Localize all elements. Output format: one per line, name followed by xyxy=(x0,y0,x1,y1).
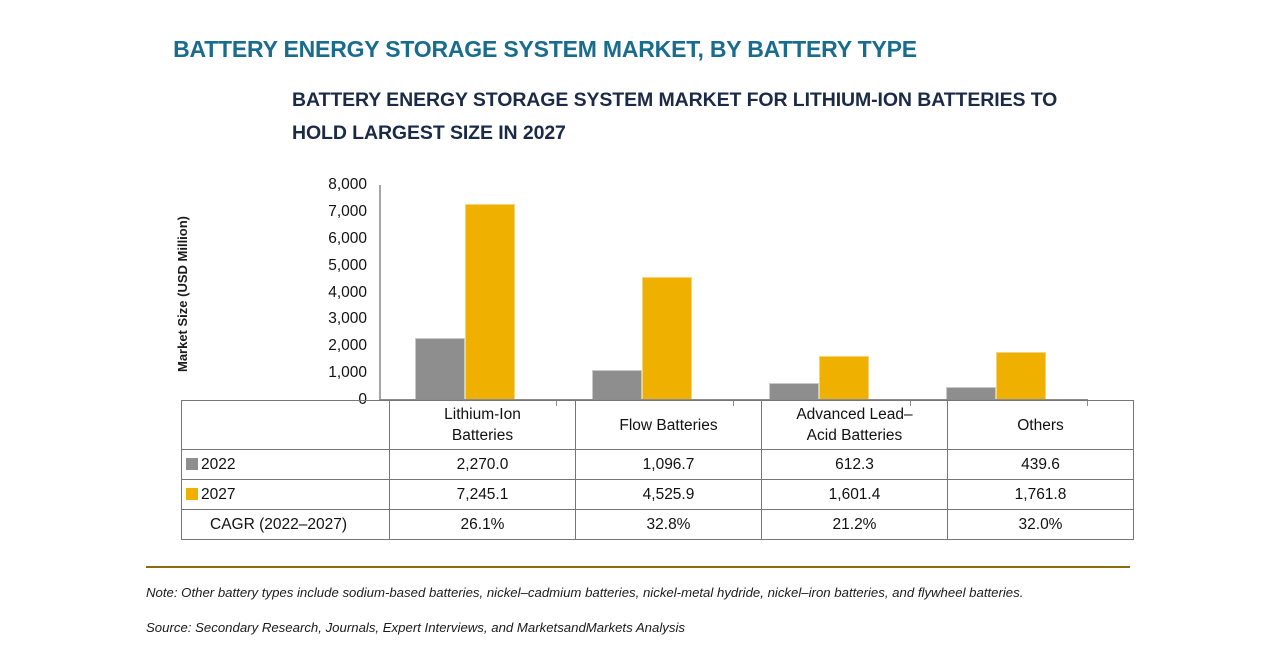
y-axis-tick-5000: 5,000 xyxy=(328,256,367,274)
footer-notes: Note: Other battery types include sodium… xyxy=(146,582,1116,638)
table-cell-r2-c3: 1,601.4 xyxy=(761,479,948,510)
page-title: BATTERY ENERGY STORAGE SYSTEM MARKET, BY… xyxy=(173,36,917,62)
table-column-header-3: Advanced Lead– Acid Batteries xyxy=(761,400,948,450)
table-row: 2027 7,245.1 4,525.9 1,601.4 1,761.8 xyxy=(181,479,1134,510)
table-column-header-4: Others xyxy=(947,400,1134,450)
bar-2022-2 xyxy=(592,369,642,399)
table-header-row: Lithium-Ion Batteries Flow Batteries Advanc… xyxy=(181,400,1134,450)
y-axis-tick-3000: 3,000 xyxy=(328,310,367,328)
table-row-label-2: 2027 xyxy=(181,479,390,510)
table-cell-r2-c2: 4,525.9 xyxy=(575,479,762,510)
y-axis-tick-0: 0 xyxy=(358,391,367,408)
table-cell-r3-c2: 32.8% xyxy=(575,509,762,540)
table-row-label-3: CAGR (2022–2027) xyxy=(181,509,390,540)
table-row: 2022 2,270.0 1,096.7 612.3 439.6 xyxy=(181,449,1134,480)
source-text: Source: Secondary Research, Journals, Ex… xyxy=(146,620,685,635)
table-corner-cell xyxy=(181,400,390,450)
table-cell-r3-c1: 26.1% xyxy=(389,509,576,540)
bar-group-3 xyxy=(733,176,909,399)
bars-layer xyxy=(379,176,1087,400)
table-column-header-1: Lithium-Ion Batteries xyxy=(389,400,576,450)
y-axis-title: Market Size (USD Million) xyxy=(175,215,190,373)
table-cell-r1-c4: 439.6 xyxy=(947,449,1134,480)
table-cell-r3-c3: 21.2% xyxy=(761,509,948,540)
y-axis-tick-8000: 8,000 xyxy=(328,176,367,193)
y-axis-tick-labels: 8,000 7,000 6,000 5,000 4,000 3,000 2,000 1,000… xyxy=(293,176,373,407)
bar-group-1 xyxy=(379,176,555,399)
bar-chart-plot: Market Size (USD Million) 8,000 7,000 6,00… xyxy=(175,176,1089,407)
bar-2022-4 xyxy=(946,387,996,399)
y-axis-line xyxy=(379,185,381,400)
table-cell-r2-c1: 7,245.1 xyxy=(389,479,576,510)
note-text: Note: Other battery types include sodium… xyxy=(146,585,1024,600)
y-axis-tick-6000: 6,000 xyxy=(328,229,367,247)
bar-2022-1 xyxy=(415,338,465,399)
table-cell-r1-c3: 612.3 xyxy=(761,449,948,480)
table-column-header-2: Flow Batteries xyxy=(575,400,762,450)
legend-swatch-2027 xyxy=(186,487,198,500)
y-axis-tick-7000: 7,000 xyxy=(328,202,367,220)
table-cell-r3-c4: 32.0% xyxy=(947,509,1134,540)
data-table: Lithium-Ion Batteries Flow Batteries Advanc… xyxy=(181,400,1134,540)
bar-2027-1 xyxy=(465,204,515,399)
y-axis-tick-2000: 2,000 xyxy=(328,337,367,355)
bar-2027-4 xyxy=(996,351,1046,399)
footer-divider xyxy=(146,566,1130,568)
bar-2027-3 xyxy=(819,355,869,399)
bar-2022-3 xyxy=(769,382,819,399)
bar-2027-2 xyxy=(642,277,692,399)
y-axis-tick-4000: 4,000 xyxy=(328,283,367,301)
bar-group-2 xyxy=(556,176,732,399)
page-subtitle: BATTERY ENERGY STORAGE SYSTEM MARKET FOR… xyxy=(292,89,1058,144)
table-cell-r2-c4: 1,761.8 xyxy=(947,479,1134,510)
table-cell-r1-c1: 2,270.0 xyxy=(389,449,576,480)
y-axis-tick-1000: 1,000 xyxy=(328,364,367,382)
table-cell-r1-c2: 1,096.7 xyxy=(575,449,762,480)
bar-group-4 xyxy=(910,176,1086,399)
legend-swatch-2022 xyxy=(186,457,198,470)
table-row: CAGR (2022–2027) 26.1% 32.8% 21.2% 32.0% xyxy=(181,509,1134,540)
table-row-label-1: 2022 xyxy=(181,449,390,480)
